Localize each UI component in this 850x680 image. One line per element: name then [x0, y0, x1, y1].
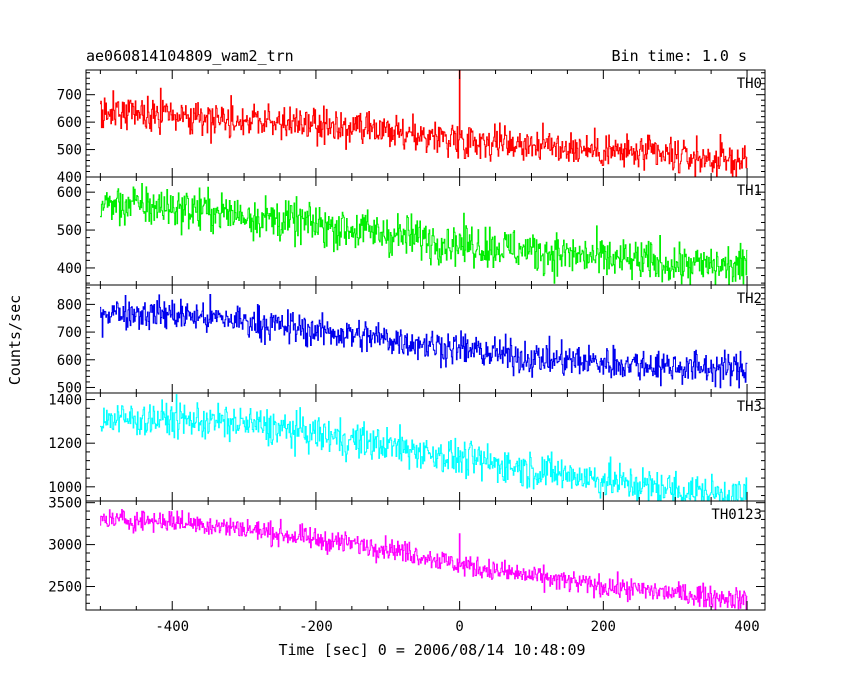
- y-tick-label-th0-700: 700: [57, 88, 82, 104]
- x-tick-label--200: -200: [299, 619, 333, 635]
- y-tick-label-th3-1000: 1000: [48, 480, 82, 496]
- x-tick-label-400: 400: [734, 619, 759, 635]
- series-line-th0123: [100, 509, 748, 610]
- y-tick-label-th2-600: 600: [57, 353, 82, 369]
- y-tick-label-th0123-2500: 2500: [48, 580, 82, 596]
- frame-layer: [85, 69, 766, 611]
- series-line-th3: [100, 394, 748, 502]
- panel-label-th2: TH2: [737, 291, 762, 307]
- panel-label-th3: TH3: [737, 399, 762, 415]
- x-axis-label: Time [sec] 0 = 2006/08/14 10:48:09: [278, 641, 585, 659]
- series-line-th0: [100, 69, 748, 178]
- chart-title: ae060814104809_wam2_trn: [86, 47, 294, 65]
- y-tick-label-th0-600: 600: [57, 115, 82, 131]
- y-tick-label-th1-400: 400: [57, 261, 82, 277]
- panel-frame-th0123: [85, 500, 766, 611]
- y-tick-label-th2-500: 500: [57, 380, 82, 396]
- y-tick-label-th1-500: 500: [57, 223, 82, 239]
- y-tick-label-th3-1200: 1200: [48, 436, 82, 452]
- series-line-th1: [100, 183, 748, 286]
- y-tick-label-th2-800: 800: [57, 297, 82, 313]
- series-line-th2: [100, 294, 748, 389]
- y-tick-label-th1-600: 600: [57, 185, 82, 201]
- panel-label-th0123: TH0123: [711, 507, 762, 523]
- x-tick-label--400: -400: [155, 619, 189, 635]
- y-tick-label-th0-400: 400: [57, 170, 82, 186]
- y-tick-label-th0123-3000: 3000: [48, 538, 82, 554]
- series-layer: [100, 69, 748, 610]
- text-layer: ae060814104809_wam2_trn Bin time: 1.0 s …: [6, 47, 762, 659]
- y-tick-label-th0123-3500: 3500: [48, 496, 82, 512]
- y-tick-label-th3-1400: 1400: [48, 393, 82, 409]
- x-tick-label-200: 200: [591, 619, 616, 635]
- panel-label-th0: TH0: [737, 76, 762, 92]
- x-tick-label-0: 0: [455, 619, 463, 635]
- panel-label-th1: TH1: [737, 183, 762, 199]
- y-axis-label: Counts/sec: [6, 295, 24, 385]
- y-tick-label-th0-500: 500: [57, 143, 82, 159]
- chart-subtitle: Bin time: 1.0 s: [612, 47, 747, 65]
- y-tick-label-th2-700: 700: [57, 325, 82, 341]
